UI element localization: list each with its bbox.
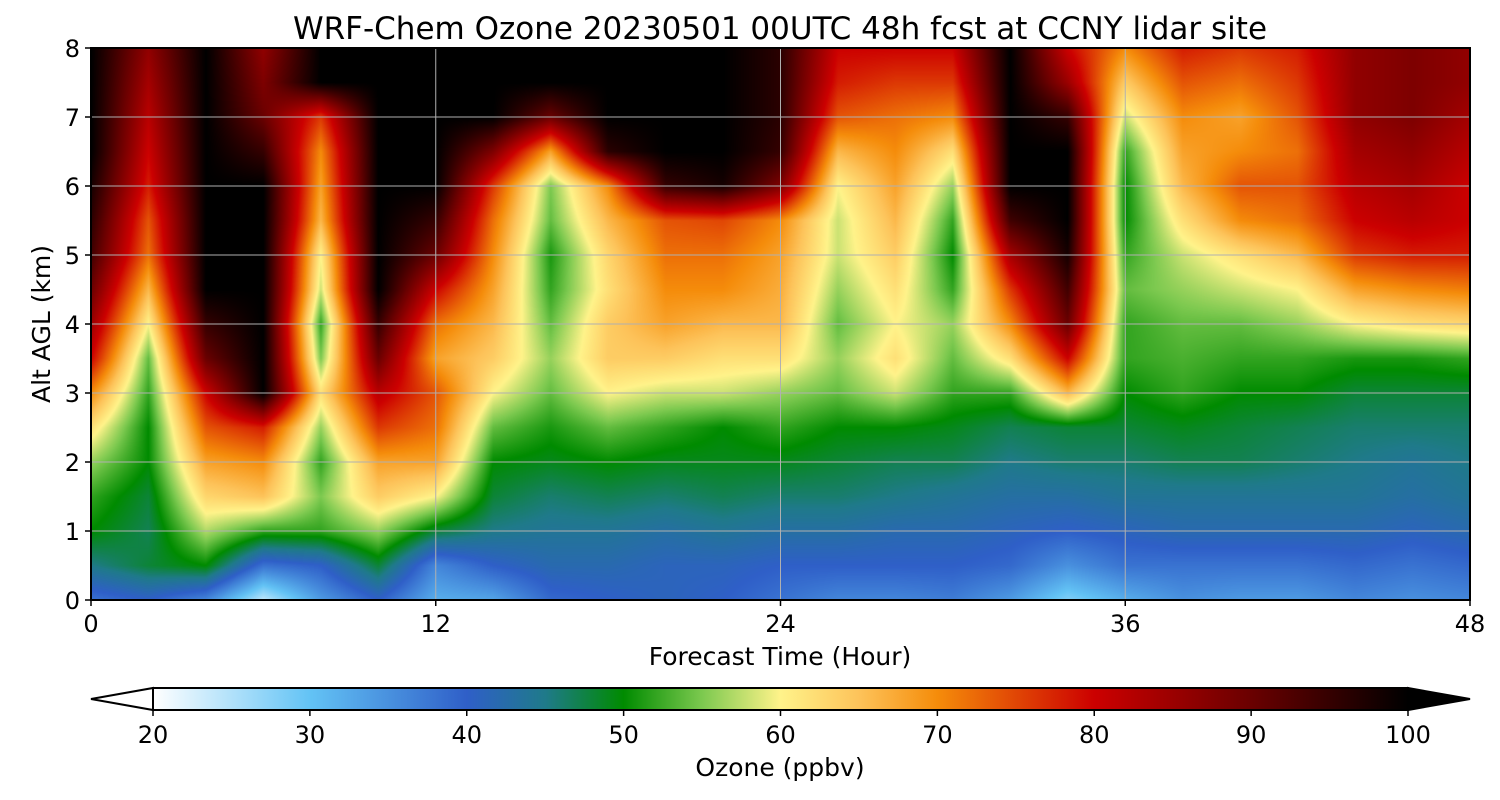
- colorbar-tick-label: 40: [451, 721, 482, 749]
- x-axis: 0 12 24 36 48: [83, 600, 1485, 638]
- y-tick-label: 4: [65, 311, 80, 339]
- x-axis-title: Forecast Time (Hour): [649, 642, 912, 671]
- y-tick-label: 6: [65, 173, 80, 201]
- y-tick-label: 8: [65, 35, 80, 63]
- colorbar-tick-label: 50: [608, 721, 639, 749]
- colorbar-tick-label: 100: [1385, 721, 1431, 749]
- x-tick-label: 48: [1455, 610, 1486, 638]
- colorbar-tick-label: 80: [1079, 721, 1110, 749]
- colorbar-tick-label: 30: [295, 721, 326, 749]
- y-tick-label: 7: [65, 104, 80, 132]
- colorbar-tick-label: 70: [922, 721, 953, 749]
- colorbar-gradient: [153, 688, 1408, 710]
- x-tick-label: 12: [420, 610, 451, 638]
- x-tick-label: 36: [1110, 610, 1141, 638]
- colorbar-high-extension: [1407, 686, 1471, 712]
- colorbar-tick-label: 60: [765, 721, 796, 749]
- colorbar-tick-label: 90: [1236, 721, 1267, 749]
- y-tick-label: 1: [65, 518, 80, 546]
- colorbar: 20 30 40 50 60 70 80 90 100 Ozone (ppbv): [90, 686, 1471, 782]
- y-tick-label: 3: [65, 380, 80, 408]
- y-axis-title: Alt AGL (km): [27, 245, 56, 403]
- chart-title: WRF-Chem Ozone 20230501 00UTC 48h fcst a…: [293, 11, 1267, 47]
- colorbar-tick-label: 20: [138, 721, 169, 749]
- y-tick-label: 0: [65, 587, 80, 615]
- colorbar-low-extension: [90, 686, 154, 712]
- colorbar-label: Ozone (ppbv): [695, 753, 864, 782]
- colorbar-ticks: 20 30 40 50 60 70 80 90 100: [138, 710, 1431, 749]
- plot-area: [90, 47, 1471, 601]
- y-tick-label: 2: [65, 449, 80, 477]
- y-axis: 0 1 2 3 4 5 6 7 8: [65, 35, 91, 615]
- x-tick-label: 24: [765, 610, 796, 638]
- x-tick-label: 0: [83, 610, 98, 638]
- y-tick-label: 5: [65, 242, 80, 270]
